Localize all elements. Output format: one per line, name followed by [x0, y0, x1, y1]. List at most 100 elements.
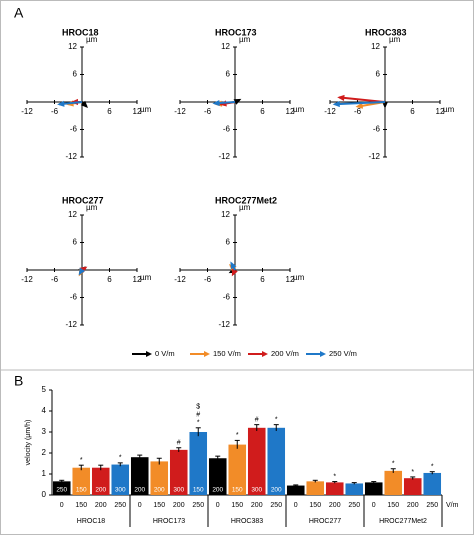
axis-unit: µm [86, 35, 98, 44]
significance-mark: # [177, 440, 181, 447]
arrow-head [57, 100, 65, 107]
y-tick-label: 12 [371, 42, 380, 51]
x-tick-label: 250 [270, 502, 282, 509]
bar [150, 461, 169, 495]
plot-title: HROC18 [62, 27, 99, 37]
y-tick-label: -6 [223, 293, 231, 302]
vector-arrow [78, 267, 86, 276]
y-tick-label: -6 [223, 125, 231, 134]
legend-swatch-head [146, 351, 152, 357]
legend-label: 0 V/m [155, 349, 175, 358]
x-tick-label: 0 [294, 502, 298, 509]
y-tick-label: -6 [373, 125, 381, 134]
x-tick-label: -12 [174, 107, 186, 116]
x-tick-label: 12 [286, 275, 295, 284]
x-tick-label: -12 [21, 107, 33, 116]
x-tick-label: -6 [204, 275, 212, 284]
y-tick-label: 6 [73, 238, 78, 247]
plot-title: HROC173 [215, 27, 257, 37]
significance-mark: # [196, 412, 200, 419]
y-tick-label: -6 [70, 125, 78, 134]
x-tick-label: 250 [192, 502, 204, 509]
x-tick-label: 200 [95, 502, 107, 509]
x-tick-label: 200 [173, 502, 185, 509]
significance-mark: * [333, 473, 336, 480]
y-tick-label: 5 [42, 385, 47, 394]
bar-n-label: 200 [95, 487, 106, 494]
bar [130, 457, 149, 495]
significance-mark: * [80, 457, 83, 464]
group-label: HROC383 [231, 518, 263, 525]
bar-n-label: 200 [154, 487, 165, 494]
arrow-head [233, 98, 242, 105]
y-tick-label: 12 [221, 210, 230, 219]
bar-n-label: 150 [76, 487, 87, 494]
bar [169, 449, 188, 495]
significance-mark: * [431, 464, 434, 471]
group-label: HROC277Met2 [379, 518, 427, 525]
arrow-head [80, 100, 88, 108]
bar [306, 481, 325, 495]
bar-n-label: 200 [212, 487, 223, 494]
x-tick-label: -6 [354, 107, 362, 116]
bar-n-label: 300 [251, 487, 262, 494]
axis-unit: µm [239, 203, 251, 212]
bar-n-label: 150 [193, 487, 204, 494]
significance-mark: * [411, 469, 414, 476]
y-tick-label: -12 [218, 152, 230, 161]
bar [228, 444, 247, 495]
x-tick-label: 150 [75, 502, 87, 509]
bar [247, 427, 266, 495]
significance-mark: * [275, 416, 278, 423]
bar-n-label: 150 [232, 487, 243, 494]
x-tick-label: 6 [107, 107, 112, 116]
x-tick-label: 0 [138, 502, 142, 509]
legend-label: 200 V/m [271, 349, 299, 358]
x-tick-label: -12 [174, 275, 186, 284]
x-tick-label: 250 [426, 502, 438, 509]
x-tick-label: 200 [251, 502, 263, 509]
arrow-head [212, 99, 220, 107]
axis-unit: µm [239, 35, 251, 44]
arrow-shaft [339, 96, 386, 103]
x-unit-label: V/m [446, 502, 459, 509]
legend-swatch-head [320, 351, 326, 357]
bar [267, 427, 286, 495]
axis-unit: µm [140, 105, 152, 114]
bar [208, 458, 227, 495]
y-tick-label: -12 [65, 152, 77, 161]
bar-n-label: 250 [56, 487, 67, 494]
axis-unit: µm [389, 35, 401, 44]
vector-arrow [337, 94, 386, 103]
y-tick-label: 6 [226, 70, 231, 79]
x-tick-label: 150 [387, 502, 399, 509]
axis-unit: µm [293, 273, 305, 282]
x-tick-label: 0 [372, 502, 376, 509]
vector-arrow [57, 100, 83, 107]
bar [384, 470, 403, 495]
x-tick-label: 12 [436, 107, 445, 116]
y-axis-label: velocity (µm/h) [25, 420, 32, 466]
bar [403, 478, 422, 495]
y-tick-label: 3 [42, 427, 47, 436]
x-tick-label: -6 [204, 107, 212, 116]
y-tick-label: 4 [42, 406, 47, 415]
group-label: HROC277 [309, 518, 341, 525]
x-tick-label: -12 [21, 275, 33, 284]
bar [364, 482, 383, 495]
legend-label: 150 V/m [213, 349, 241, 358]
legend-label: 250 V/m [329, 349, 357, 358]
x-tick-label: 150 [231, 502, 243, 509]
y-tick-label: 0 [42, 490, 47, 499]
group-label: HROC173 [153, 518, 185, 525]
y-tick-label: 6 [73, 70, 78, 79]
x-tick-label: 200 [407, 502, 419, 509]
arrow-head [337, 94, 345, 102]
significance-mark: * [119, 455, 122, 462]
y-tick-label: 2 [42, 448, 47, 457]
y-tick-label: -6 [70, 293, 78, 302]
group-label: HROC18 [77, 518, 106, 525]
axis-unit: µm [443, 105, 455, 114]
arrow-head [231, 268, 238, 277]
bar [91, 467, 110, 495]
